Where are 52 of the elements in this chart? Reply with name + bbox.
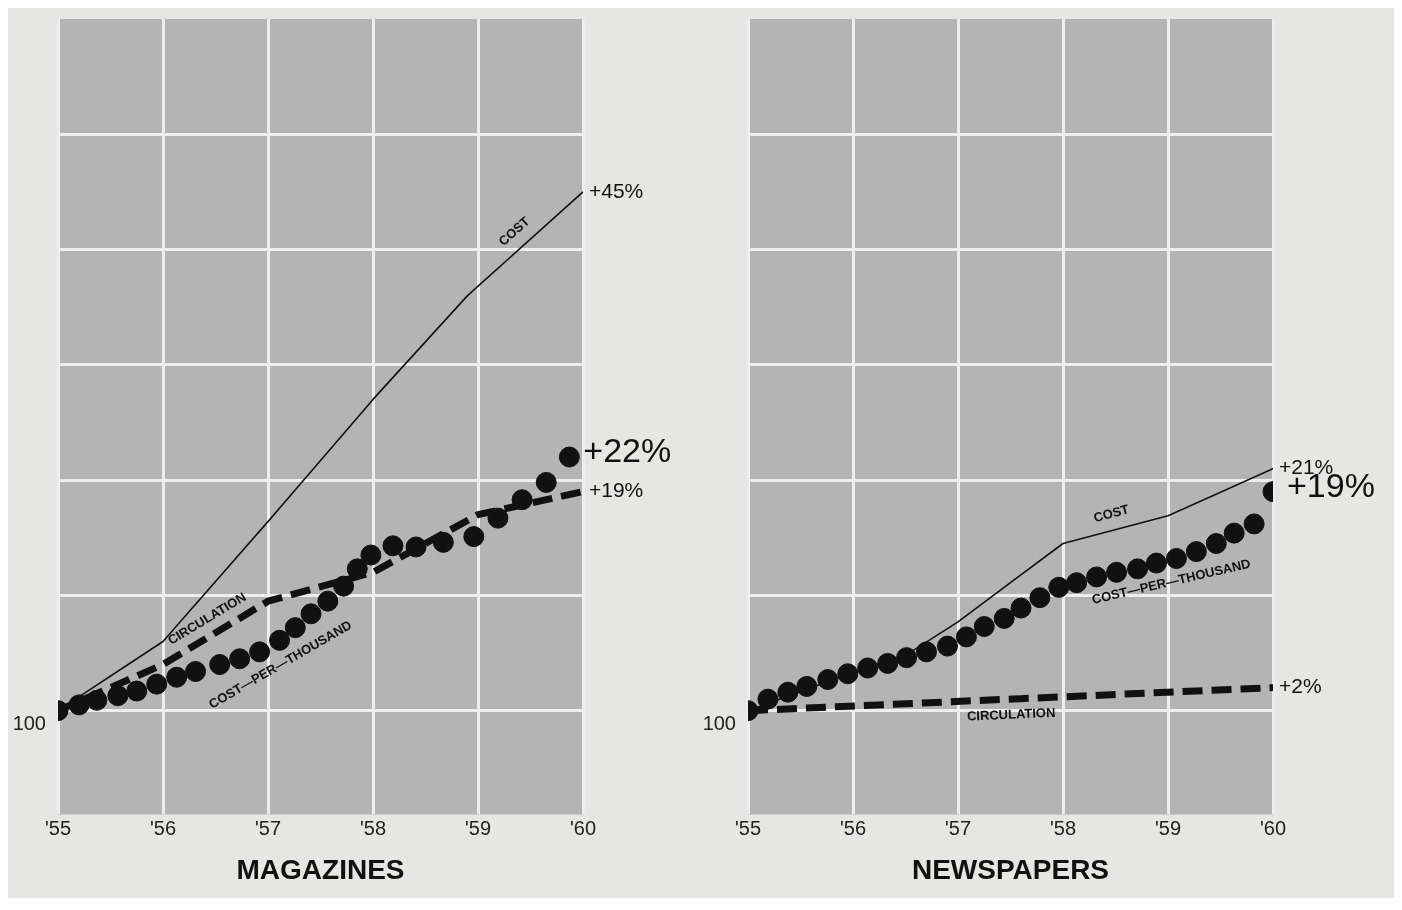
point (916, 641, 937, 663)
data-label: +19% (589, 478, 644, 502)
point (896, 647, 918, 669)
point (317, 590, 339, 612)
series-label: CIRCULATION (966, 704, 1056, 724)
point (817, 669, 839, 691)
point (1243, 513, 1265, 535)
text: MAGAZINES (236, 853, 405, 885)
x-tick-label: '57 (944, 816, 972, 839)
point (796, 675, 818, 697)
point (360, 544, 382, 566)
point (1010, 597, 1032, 619)
point (993, 607, 1015, 629)
point (558, 446, 580, 468)
x-tick-label: '58 (1049, 816, 1077, 839)
point (1066, 572, 1088, 594)
point (973, 616, 995, 637)
x-tick-label: '55 (44, 816, 72, 839)
text: 100 (702, 712, 736, 735)
point (166, 666, 188, 688)
x-tick-label: '60 (569, 816, 597, 839)
point (877, 652, 899, 674)
point (382, 535, 404, 557)
point (937, 635, 958, 657)
point (463, 526, 485, 548)
data-label: +45% (589, 178, 644, 202)
point (1048, 576, 1070, 598)
x-tick-label: '56 (149, 816, 177, 839)
data-label: +22% (583, 431, 672, 470)
point (1205, 533, 1227, 554)
x-tick-label: '59 (464, 816, 492, 839)
point (857, 657, 879, 679)
data-label: +2% (1279, 674, 1322, 698)
point (1029, 587, 1051, 609)
x-tick-label: '60 (1259, 816, 1287, 839)
point (126, 680, 148, 702)
point (535, 471, 557, 493)
point (837, 663, 859, 685)
point (955, 626, 977, 648)
text: COST (1091, 501, 1131, 526)
text: NEWSPAPERS (911, 853, 1110, 885)
point (107, 685, 129, 707)
point (777, 681, 799, 703)
point (185, 660, 207, 682)
point (146, 673, 168, 695)
x-tick-label: '59 (1154, 816, 1182, 839)
point (1223, 522, 1245, 544)
text: 100 (12, 712, 46, 735)
x-tick-label: '58 (359, 816, 387, 839)
x-tick-label: '56 (839, 816, 867, 839)
x-tick-label: '55 (734, 816, 762, 839)
x-tick-label: '57 (254, 816, 282, 839)
